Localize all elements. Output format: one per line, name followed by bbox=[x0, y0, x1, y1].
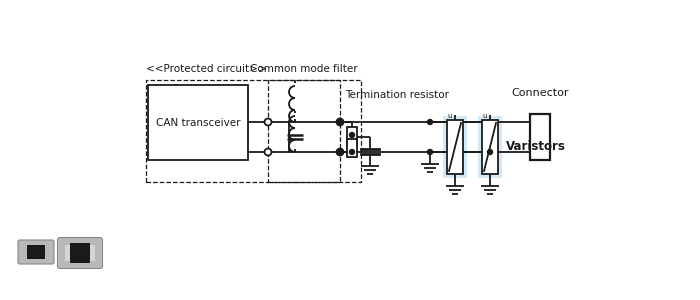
Text: CAN transceiver: CAN transceiver bbox=[155, 118, 240, 128]
FancyBboxPatch shape bbox=[57, 238, 102, 268]
Circle shape bbox=[349, 133, 354, 137]
Text: Common mode filter: Common mode filter bbox=[250, 64, 358, 74]
Circle shape bbox=[428, 149, 433, 154]
Circle shape bbox=[337, 119, 342, 124]
Circle shape bbox=[265, 118, 272, 125]
FancyBboxPatch shape bbox=[347, 139, 357, 157]
Circle shape bbox=[487, 149, 493, 154]
Text: u: u bbox=[447, 113, 452, 119]
Text: <<Protected circuit>>: <<Protected circuit>> bbox=[146, 64, 267, 74]
FancyBboxPatch shape bbox=[347, 127, 357, 145]
Text: Varistors: Varistors bbox=[506, 140, 566, 154]
FancyBboxPatch shape bbox=[478, 116, 502, 178]
Circle shape bbox=[349, 149, 354, 154]
Circle shape bbox=[337, 148, 344, 155]
FancyBboxPatch shape bbox=[70, 243, 90, 263]
Text: Termination resistor: Termination resistor bbox=[345, 90, 449, 100]
FancyBboxPatch shape bbox=[443, 116, 467, 178]
FancyBboxPatch shape bbox=[65, 245, 95, 261]
FancyBboxPatch shape bbox=[148, 85, 248, 160]
Text: Connector: Connector bbox=[511, 88, 568, 98]
FancyBboxPatch shape bbox=[482, 120, 498, 174]
Circle shape bbox=[265, 148, 272, 155]
Circle shape bbox=[337, 118, 344, 125]
Circle shape bbox=[428, 119, 433, 124]
FancyBboxPatch shape bbox=[27, 245, 45, 259]
Text: u: u bbox=[482, 113, 486, 119]
FancyBboxPatch shape bbox=[530, 114, 550, 160]
Circle shape bbox=[337, 149, 342, 154]
FancyBboxPatch shape bbox=[447, 120, 463, 174]
FancyBboxPatch shape bbox=[18, 240, 54, 264]
